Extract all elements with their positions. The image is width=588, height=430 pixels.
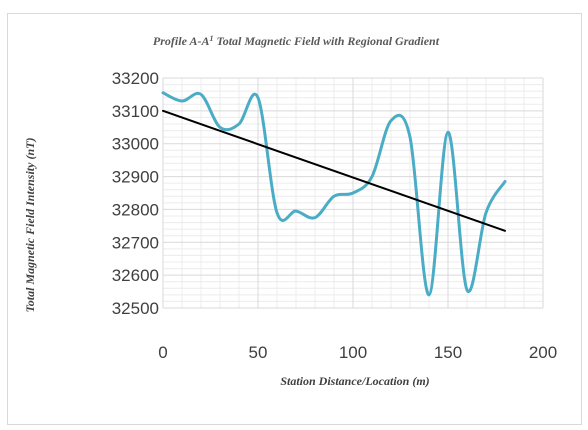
y-axis-title: Total Magnetic Field Intensity (nT) (23, 138, 37, 313)
x-tick-label: 50 (249, 343, 268, 362)
y-tick-label: 33100 (112, 102, 159, 121)
y-tick-label: 32600 (112, 266, 159, 285)
series-layer (161, 91, 507, 297)
chart-title: Profile A-A1 Total Magnetic Field with R… (153, 34, 440, 49)
y-tick-label: 32700 (112, 233, 159, 252)
x-tick-label: 100 (339, 343, 367, 362)
x-tick-label: 150 (434, 343, 462, 362)
regional-gradient-line (162, 109, 506, 232)
x-axis-tick-labels: 0 50 100 150 200 (158, 343, 557, 362)
y-axis-tick-labels: 32500 32600 32700 32800 32900 33000 33100 33200 (112, 69, 159, 318)
y-tick-label: 32900 (112, 168, 159, 187)
magnetic-profile-chart: Profile A-A1 Total Magnetic Field with R… (23, 34, 557, 389)
y-tick-label: 33000 (112, 135, 159, 154)
magnetic-field-series-line (161, 91, 507, 297)
y-tick-label: 33200 (112, 69, 159, 88)
chart-frame: Profile A-A1 Total Magnetic Field with R… (7, 13, 582, 425)
y-tick-label: 32800 (112, 200, 159, 219)
x-axis-title: Station Distance/Location (m) (280, 374, 429, 388)
y-tick-label: 32500 (112, 299, 159, 318)
x-tick-label: 0 (158, 343, 167, 362)
x-tick-label: 200 (529, 343, 557, 362)
